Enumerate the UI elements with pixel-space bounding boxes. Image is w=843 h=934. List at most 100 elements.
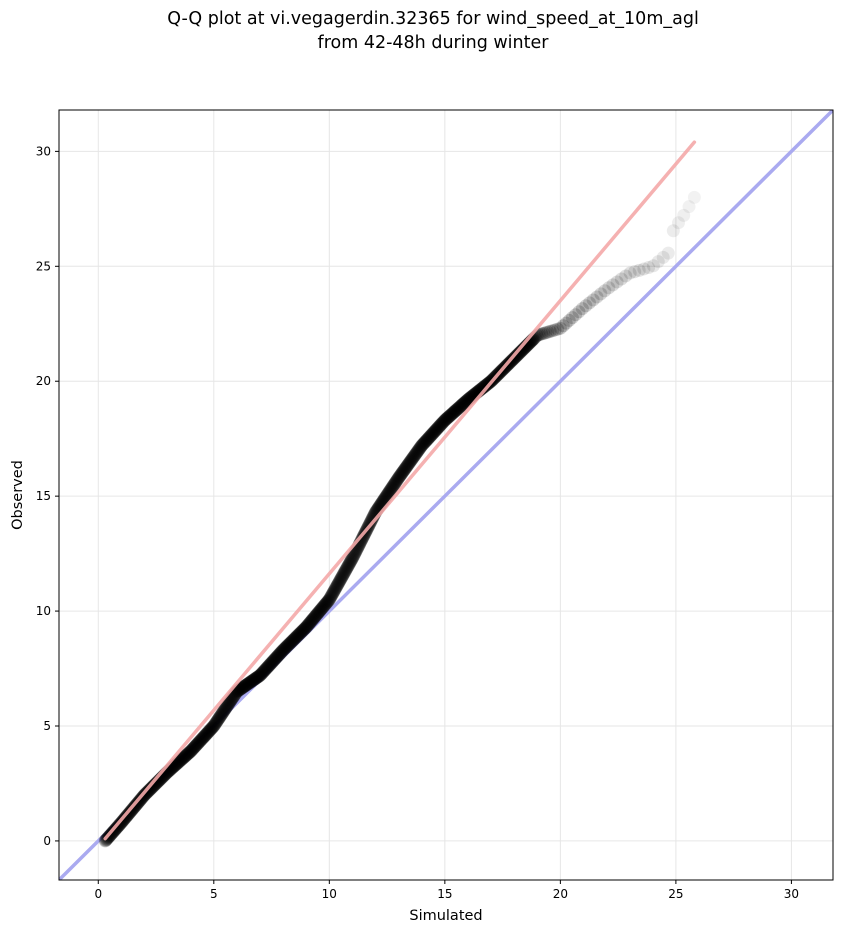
quantile-point — [278, 641, 292, 655]
quantile-point — [445, 407, 459, 421]
quantile-point — [146, 779, 160, 793]
quantile-point — [264, 656, 278, 670]
quantile-point — [326, 586, 340, 600]
quantile-point — [431, 421, 445, 435]
quantile-point — [314, 602, 328, 616]
quantile-point — [271, 649, 285, 663]
quantile-point — [575, 302, 589, 316]
quantile-point — [365, 512, 379, 526]
quantile-point — [193, 734, 207, 748]
quantile-point — [418, 435, 432, 449]
quantile-point — [269, 651, 283, 665]
quantile-point — [190, 737, 204, 751]
quantile-point — [233, 682, 247, 696]
quantile-point — [553, 321, 567, 335]
quantile-point — [181, 747, 195, 761]
quantile-point — [273, 646, 287, 660]
quantile-point — [252, 669, 266, 683]
quantile-point — [399, 460, 413, 474]
quantile-point — [429, 423, 443, 437]
quantile-point — [403, 455, 417, 469]
quantile-point — [539, 326, 553, 340]
quantile-point — [303, 616, 317, 630]
x-tick-label: 20 — [553, 887, 568, 901]
quantile-point — [173, 754, 187, 768]
quantile-point — [293, 626, 307, 640]
quantile-point — [186, 741, 200, 755]
quantile-point — [431, 421, 445, 435]
quantile-point — [435, 416, 449, 430]
quantile-point — [256, 665, 270, 679]
quantile-point — [628, 265, 642, 279]
quantile-point — [397, 463, 411, 477]
quantile-point — [219, 701, 233, 715]
quantile-point — [214, 708, 228, 722]
quantile-point — [172, 755, 186, 769]
quantile-point — [252, 669, 266, 683]
quantile-point — [144, 781, 158, 795]
quantile-point — [328, 582, 342, 596]
quantile-point — [320, 596, 334, 610]
quantile-point — [174, 753, 188, 767]
quantile-point — [420, 433, 434, 447]
quantile-point — [383, 484, 397, 498]
quantile-point — [294, 625, 308, 639]
quantile-point — [191, 736, 205, 750]
quantile-point — [535, 327, 549, 341]
quantile-point — [416, 437, 430, 451]
quantile-point — [656, 250, 670, 264]
quantile-point — [407, 449, 421, 463]
quantile-point — [355, 531, 369, 545]
quantile-point — [610, 275, 624, 289]
quantile-point — [405, 452, 419, 466]
quantile-point — [586, 293, 600, 307]
quantile-point — [295, 625, 309, 639]
quantile-point — [178, 749, 192, 763]
quantile-point — [537, 326, 551, 340]
quantile-point — [271, 649, 285, 663]
quantile-point — [185, 743, 199, 757]
y-tick-label: 10 — [36, 604, 51, 618]
quantile-point — [177, 751, 191, 765]
quantile-point — [186, 742, 200, 756]
quantile-point — [203, 723, 217, 737]
quantile-point — [192, 735, 206, 749]
quantile-point — [425, 427, 439, 441]
quantile-point — [457, 396, 471, 410]
quantile-point — [477, 380, 491, 394]
quantile-point — [299, 621, 313, 635]
quantile-point — [237, 680, 251, 694]
quantile-point — [336, 568, 350, 582]
quantile-point — [386, 479, 400, 493]
quantile-point — [213, 710, 227, 724]
quantile-point — [511, 347, 525, 361]
quantile-point — [411, 443, 425, 457]
quantile-point — [406, 451, 420, 465]
quantile-point — [408, 448, 422, 462]
quantile-point — [145, 780, 159, 794]
quantile-point — [184, 744, 198, 758]
quantile-point — [340, 561, 354, 575]
quantile-point — [197, 730, 211, 744]
quantile-point — [249, 671, 263, 685]
quantile-point — [441, 411, 455, 425]
quantile-point — [336, 569, 350, 583]
quantile-point — [379, 489, 393, 503]
quantile-point — [407, 450, 421, 464]
quantile-point — [455, 398, 469, 412]
quantile-point — [325, 588, 339, 602]
quantile-point — [243, 676, 257, 690]
quantile-point — [451, 401, 465, 415]
quantile-point — [233, 683, 247, 697]
quantile-point — [176, 751, 190, 765]
quantile-point — [387, 478, 401, 492]
quantile-point — [285, 634, 299, 648]
quantile-point — [392, 470, 406, 484]
quantile-point — [337, 566, 351, 580]
quantile-point — [442, 410, 456, 424]
quantile-point — [424, 428, 438, 442]
quantile-point — [642, 261, 656, 275]
quantile-point — [404, 453, 418, 467]
quantile-point — [206, 720, 220, 734]
quantile-point — [511, 348, 525, 362]
